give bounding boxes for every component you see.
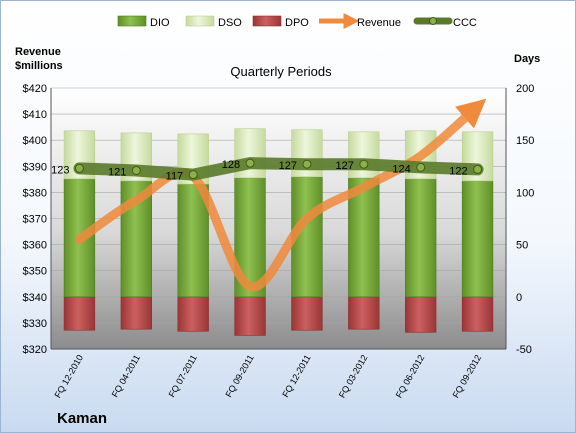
ccc-line: 123 121 117 128 127 127 124 122: [51, 157, 484, 183]
left-tick-label: $410: [23, 109, 47, 121]
ccc-point: [416, 162, 426, 172]
bar-dio: [461, 180, 494, 298]
ccc-data-label: 122: [449, 165, 467, 177]
left-tick-label: $390: [23, 161, 47, 173]
right-tick-label: 150: [516, 135, 534, 147]
bar-dpo: [348, 296, 380, 330]
bar-dpo: [405, 296, 437, 333]
right-tick-label: 0: [516, 292, 522, 304]
bar-dpo: [234, 296, 266, 336]
left-axis-label-line2: $millions: [15, 60, 63, 72]
bar-dpo: [120, 296, 152, 330]
ccc-point: [188, 170, 198, 180]
x-tick-label: FQ 09-2012: [451, 353, 484, 400]
ccc-point: [302, 159, 312, 169]
left-tick-label: $330: [23, 318, 47, 330]
left-tick-label: $320: [23, 344, 47, 356]
right-tick-label: 200: [516, 83, 534, 95]
x-tick-label: FQ 04-2011: [110, 353, 142, 399]
bar-dpo: [461, 296, 494, 332]
ccc-data-label: 117: [166, 171, 184, 183]
x-tick-label: FQ 12-2011: [280, 353, 312, 399]
legend-marker-ccc: [429, 17, 437, 25]
x-tick-label: FQ 06-2012: [394, 353, 427, 400]
bar-dpo: [291, 296, 323, 331]
ccc-point: [359, 159, 369, 169]
left-tick-label: $350: [23, 266, 47, 278]
left-tick-label: $400: [23, 135, 47, 147]
ccc-data-label: 121: [108, 166, 126, 178]
left-axis-ticks: $320 $330 $340 $350 $360 $370 $380 $390 $400 $410…: [23, 83, 47, 356]
legend-label-ccc: CCC: [453, 17, 477, 29]
left-axis-label-line1: Revenue: [15, 46, 61, 58]
x-tick-label: FQ 07-2011: [167, 353, 199, 399]
ccc-point: [74, 163, 84, 173]
right-axis-ticks: -50 0 50 100 150 200: [516, 83, 534, 356]
ccc-data-label: 127: [335, 160, 353, 172]
x-tick-label: FQ 03-2012: [337, 353, 370, 400]
right-tick-label: 100: [516, 187, 534, 199]
x-tick-label: FQ 09-2011: [223, 353, 255, 399]
legend-label-dio: DIO: [150, 17, 170, 29]
left-tick-label: $420: [23, 83, 47, 95]
ccc-data-label: 124: [392, 163, 410, 175]
legend-label-dpo: DPO: [285, 17, 309, 29]
legend: DIO DSO DPO Revenue CCC: [117, 12, 477, 30]
right-axis-label: Days: [514, 53, 540, 65]
right-tick-label: 50: [516, 240, 528, 252]
ccc-point: [245, 158, 255, 168]
chart-title: Quarterly Periods: [230, 64, 332, 79]
legend-swatch-dso: [185, 15, 215, 27]
legend-label-dso: DSO: [218, 17, 242, 29]
ccc-point: [473, 164, 483, 174]
left-tick-label: $380: [23, 187, 47, 199]
ccc-data-label: 128: [222, 159, 240, 171]
bar-dpo: [177, 296, 209, 332]
bar-dio: [348, 177, 380, 298]
left-tick-label: $340: [23, 292, 47, 304]
ccc-data-label: 127: [279, 160, 297, 172]
left-tick-label: $360: [23, 240, 47, 252]
bar-dio: [177, 183, 209, 298]
x-tick-label: FQ 12-2010: [52, 353, 85, 400]
legend-swatch-dpo: [252, 15, 282, 27]
bar-dio: [405, 178, 437, 298]
company-name: Kaman: [57, 410, 107, 427]
legend-label-revenue: Revenue: [357, 17, 401, 29]
legend-swatch-dio: [117, 15, 147, 27]
x-axis-ticks: FQ 12-2010 FQ 04-2011 FQ 07-2011 FQ 09-2011…: [52, 353, 483, 400]
bar-dpo: [63, 296, 96, 331]
left-tick-label: $370: [23, 214, 47, 226]
ccc-path: [73, 157, 484, 181]
ccc-point: [131, 165, 141, 175]
ccc-data-label: 123: [51, 164, 69, 176]
right-tick-label: -50: [516, 344, 532, 356]
